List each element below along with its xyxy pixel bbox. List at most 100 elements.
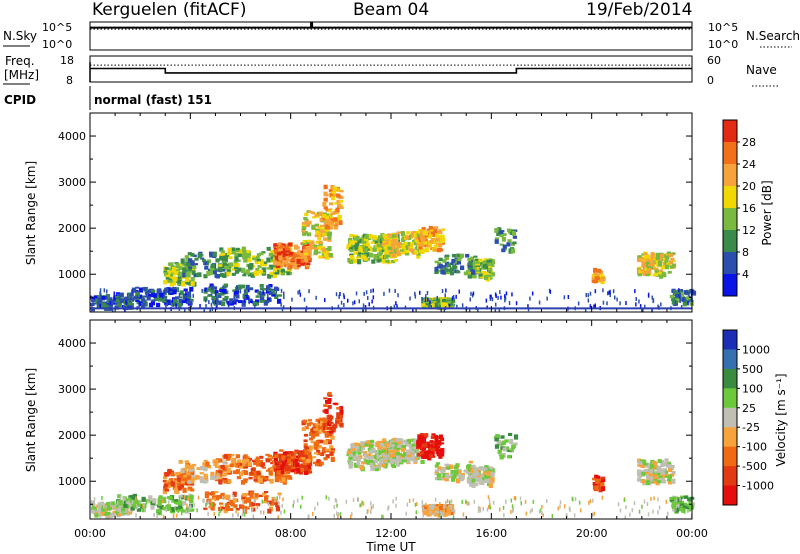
echo-cell: [430, 504, 435, 510]
echo-cell: [214, 268, 220, 272]
clutter-cell: [119, 296, 121, 301]
echo-cell: [157, 498, 162, 504]
clutter-cell: [477, 308, 479, 313]
date-label: 19/Feb/2014: [586, 0, 692, 20]
echo-cell: [658, 471, 663, 475]
clutter-cell: [489, 503, 491, 507]
clutter-cell: [687, 301, 689, 306]
echo-cell: [505, 446, 510, 452]
echo-cell: [253, 270, 259, 276]
echo-cell: [255, 299, 260, 303]
echo-cell: [452, 253, 457, 258]
echo-cell: [180, 258, 185, 264]
echo-cell: [434, 441, 439, 447]
echo-cell: [680, 503, 685, 508]
echo-cell: [191, 270, 196, 275]
echo-cell: [460, 474, 465, 480]
echo-cell: [113, 295, 118, 301]
echo-cell: [328, 253, 333, 257]
clutter-cell: [215, 296, 218, 301]
echo-cell: [228, 256, 233, 259]
echo-cell: [178, 263, 183, 268]
clutter-cell: [347, 298, 349, 303]
echo-cell: [437, 466, 442, 470]
echo-cell: [389, 247, 394, 253]
echo-cell: [645, 258, 650, 264]
echo-cell: [173, 277, 178, 282]
echo-cell: [101, 302, 107, 307]
echo-cell: [123, 503, 128, 508]
clutter-cell: [416, 502, 418, 507]
echo-cell: [467, 474, 473, 478]
echo-cell: [182, 501, 187, 506]
echo-cell: [223, 283, 228, 288]
echo-cell: [140, 503, 145, 509]
clutter-cell: [99, 288, 102, 293]
echo-cell: [365, 243, 371, 247]
echo-cell: [346, 243, 351, 248]
echo-cell: [665, 255, 670, 260]
clutter-cell: [180, 511, 183, 516]
echo-cell: [105, 513, 110, 519]
clutter-cell: [602, 288, 604, 293]
echo-cell: [319, 461, 324, 466]
echo-cell: [306, 465, 311, 469]
clutter-cell: [538, 509, 541, 514]
echo-cell: [378, 440, 383, 444]
colorbar-tick-label: 25: [742, 402, 756, 415]
echo-cell: [388, 240, 393, 245]
echo-cell: [97, 507, 102, 513]
echo-cell: [187, 475, 192, 480]
echo-cell: [441, 265, 446, 268]
clutter-cell: [422, 506, 425, 511]
clutter-cell: [291, 297, 293, 302]
echo-cell: [94, 510, 99, 514]
echo-cell: [443, 267, 448, 270]
echo-cell: [419, 433, 425, 437]
echo-cell: [300, 467, 305, 472]
echo-cell: [327, 391, 332, 395]
echo-cell: [257, 265, 262, 268]
echo-cell: [138, 287, 144, 293]
echo-cell: [601, 277, 606, 281]
echo-cell: [676, 499, 681, 506]
echo-cell: [414, 247, 419, 250]
echo-cell: [305, 450, 310, 455]
echo-cell: [591, 279, 596, 283]
echo-cell: [434, 270, 439, 274]
echo-cell: [329, 445, 334, 451]
echo-cell: [324, 426, 329, 430]
echo-cell: [664, 472, 669, 476]
echo-cell: [448, 301, 453, 306]
nave-tick-0: 0: [707, 74, 714, 87]
echo-cell: [386, 242, 391, 248]
echo-cell: [308, 445, 313, 451]
echo-cell: [286, 271, 291, 276]
echo-cell: [302, 458, 307, 462]
echo-cell: [409, 248, 414, 252]
echo-cell: [234, 269, 240, 274]
echo-cell: [666, 461, 671, 465]
echo-cell: [262, 261, 267, 266]
echo-cell: [457, 473, 462, 478]
colorbar-tick-label: 28: [742, 136, 756, 149]
echo-cell: [424, 247, 429, 253]
clutter-cell: [281, 504, 283, 508]
echo-cell: [432, 297, 437, 300]
clutter-cell: [138, 305, 140, 309]
echo-cell: [318, 226, 323, 232]
echo-cell: [197, 272, 202, 278]
echo-cell: [593, 267, 598, 273]
echo-cell: [377, 463, 382, 468]
echo-cell: [90, 302, 95, 306]
echo-cell: [349, 253, 354, 257]
clutter-cell: [105, 511, 107, 515]
clutter-cell: [487, 495, 490, 500]
echo-cell: [494, 436, 499, 439]
echo-cell: [672, 507, 677, 512]
clutter-cell: [315, 295, 317, 300]
echo-cell: [212, 475, 217, 480]
echo-cell: [216, 494, 221, 499]
echo-cell: [662, 462, 667, 467]
